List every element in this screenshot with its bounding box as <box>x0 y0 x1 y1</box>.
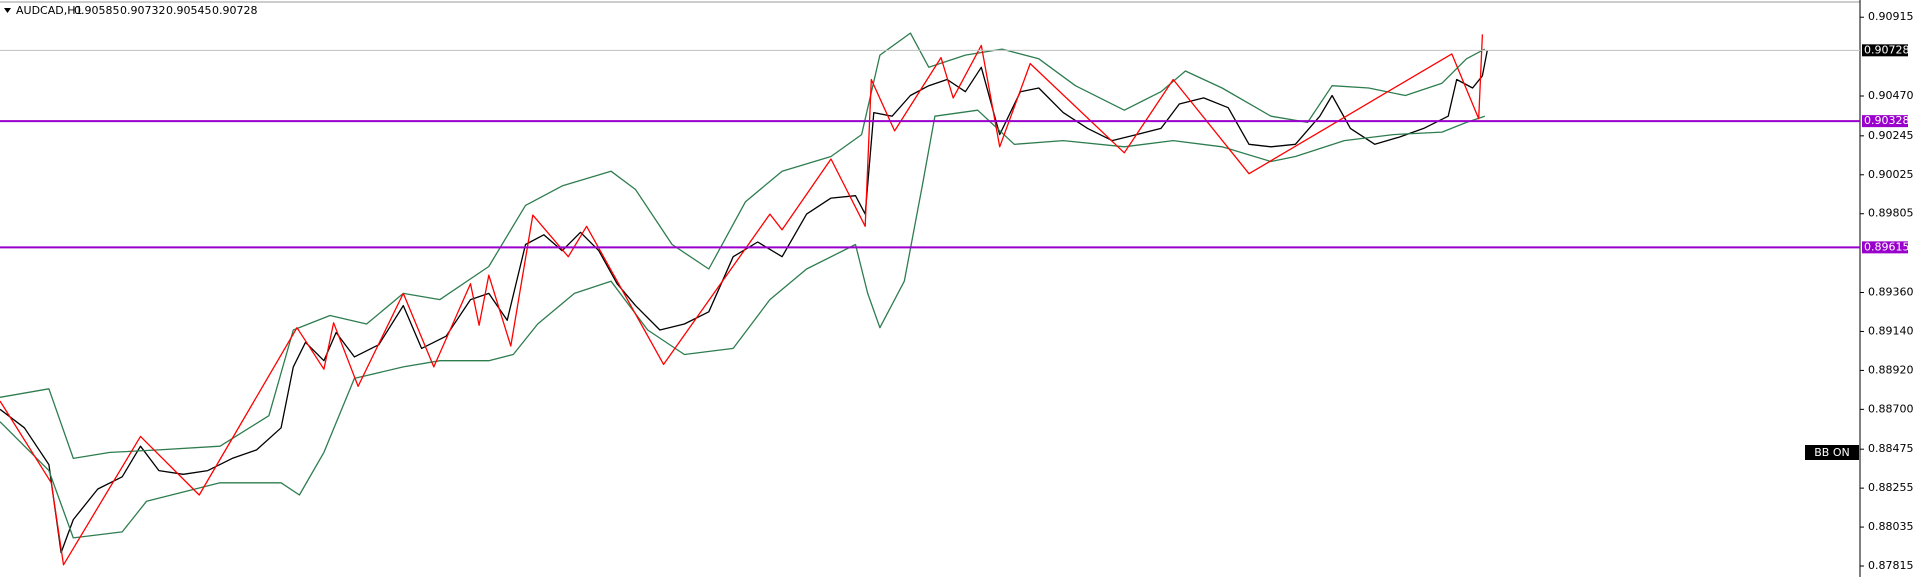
y-tick-label: 0.88255 <box>1868 481 1914 494</box>
ohlc-value: 0.90732 <box>120 4 166 17</box>
y-tick-label: 0.87815 <box>1868 559 1914 572</box>
current-price-bg <box>1862 44 1908 57</box>
overlay: 0.90328 0.89615 0.90728 BB ON <box>0 43 1910 460</box>
level-label: 0.89615 <box>1864 240 1910 253</box>
y-tick-label: 0.90245 <box>1868 129 1914 142</box>
ohlc-value: 0.90545 <box>166 4 212 17</box>
ohlc-value: 0.90728 <box>212 4 258 17</box>
level-label-bg <box>1862 241 1908 254</box>
y-tick-label: 0.88920 <box>1868 363 1914 376</box>
y-tick-label: 0.88700 <box>1868 402 1914 415</box>
series-line <box>0 32 1486 460</box>
level-label-bg <box>1862 115 1908 128</box>
y-tick-label: 0.89140 <box>1868 324 1914 337</box>
y-tick-label: 0.90025 <box>1868 168 1914 181</box>
plot: 0.90915 0.90470 0.90245 0.90025 0.89805 0.893… <box>0 10 1914 572</box>
y-tick-label: 0.89360 <box>1868 286 1914 299</box>
y-tick-label: 0.90915 <box>1868 10 1914 23</box>
y-tick-label: 0.88035 <box>1868 520 1914 533</box>
level-label: 0.90328 <box>1864 114 1910 127</box>
badge-label: BB ON <box>1814 446 1849 459</box>
y-tick-label: 0.89805 <box>1868 207 1914 220</box>
y-tick-label: 0.90470 <box>1868 89 1914 102</box>
series-line <box>0 109 1486 539</box>
menu-arrow[interactable] <box>4 8 11 13</box>
badge-bg <box>1805 445 1859 460</box>
current-price-label: 0.90728 <box>1864 43 1910 56</box>
ohlc-value: 0.90585 <box>74 4 120 17</box>
series-line <box>0 34 1484 566</box>
series-line <box>0 50 1488 554</box>
y-tick-label: 0.88475 <box>1868 442 1914 455</box>
chart-title: AUDCAD,H1 <box>16 4 83 17</box>
